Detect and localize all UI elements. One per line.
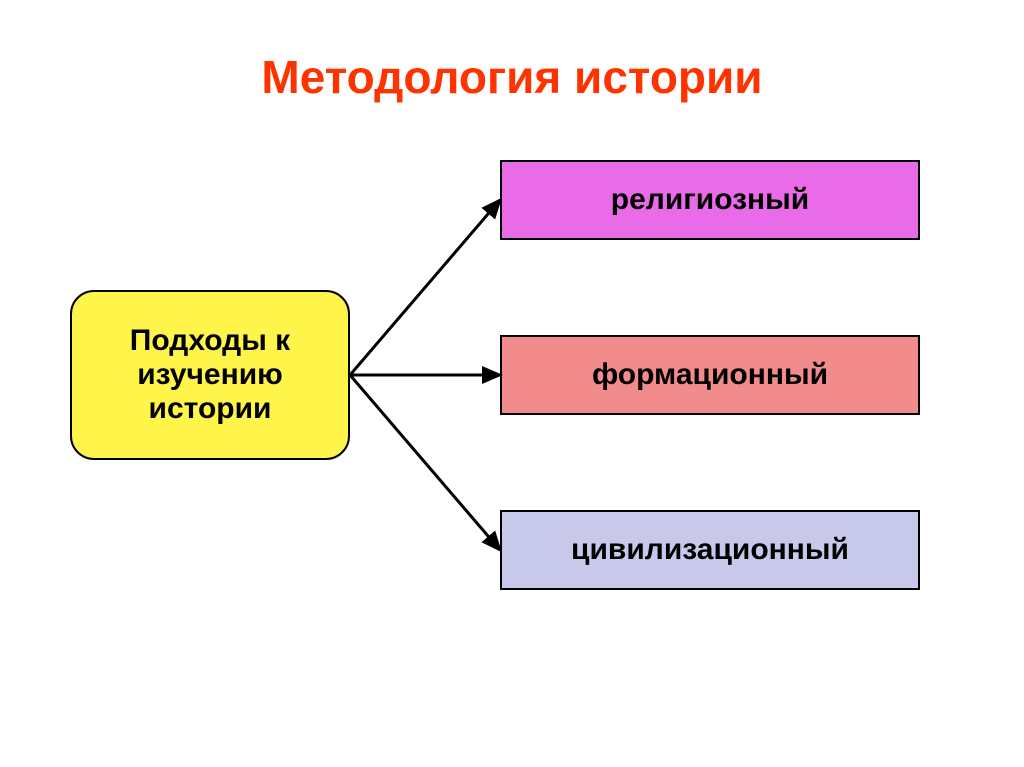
target-node-label: формационный [592,358,828,392]
source-node: Подходы к изучению истории [70,290,350,460]
target-node-label: религиозный [611,183,809,217]
target-node: религиозный [500,160,920,240]
arrow-edge [350,200,500,375]
target-node: цивилизационный [500,510,920,590]
arrow-edge [350,375,500,550]
target-node: формационный [500,335,920,415]
target-node-label: цивилизационный [571,533,849,567]
diagram-title: Методология истории [0,50,1024,104]
source-node-label: Подходы к изучению истории [72,324,348,426]
